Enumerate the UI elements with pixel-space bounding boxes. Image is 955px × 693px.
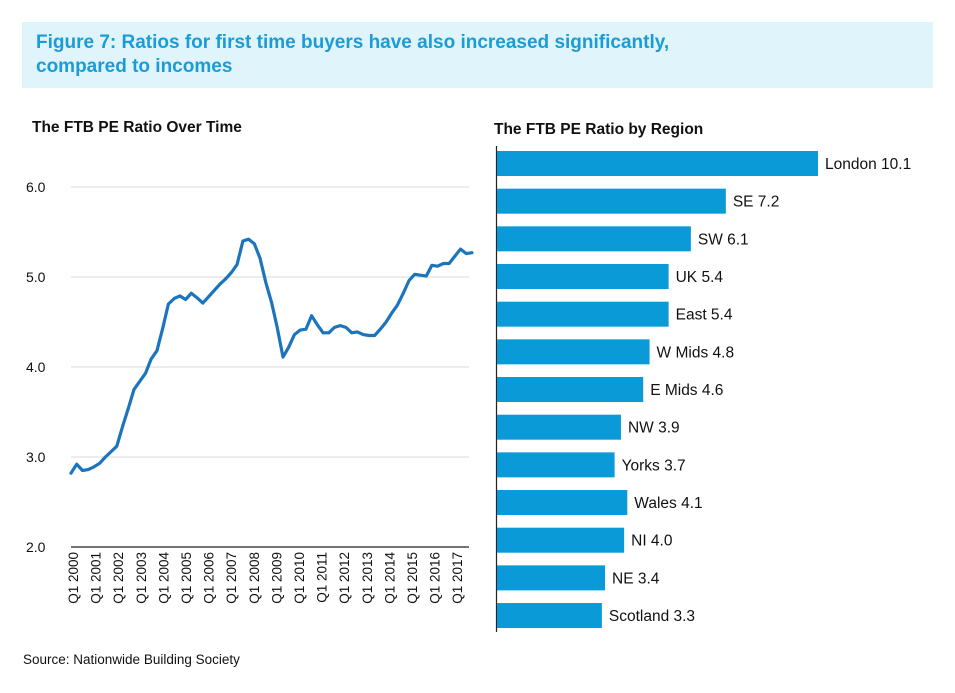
x-tick-label: Q1 2002 <box>111 552 126 604</box>
x-tick-label: Q1 2010 <box>292 552 307 604</box>
x-tick-label: Q1 2012 <box>337 552 352 604</box>
bar-london <box>497 151 818 176</box>
bar-ni <box>497 527 625 553</box>
bar-ne <box>497 565 606 591</box>
x-tick-label: Q1 2015 <box>405 552 420 604</box>
x-tick-label: Q1 2017 <box>450 552 465 604</box>
figure-title: Figure 7: Ratios for first time buyers h… <box>36 31 669 79</box>
x-tick-label: Q1 2008 <box>247 552 262 604</box>
bar-data-label: Yorks 3.7 <box>622 457 686 474</box>
x-tick-label: Q1 2013 <box>360 552 375 604</box>
x-tick-label: Q1 2000 <box>66 552 81 604</box>
x-tick-label: Q1 2001 <box>89 552 104 604</box>
bar-e-mids <box>497 377 644 403</box>
bar-nw <box>497 414 621 440</box>
x-tick-label: Q1 2004 <box>156 552 171 604</box>
bar-w-mids <box>497 339 650 365</box>
bar-data-label: NI 4.0 <box>631 533 673 550</box>
bar-data-label: SE 7.2 <box>733 194 780 211</box>
bar-data-label: NW 3.9 <box>628 420 680 437</box>
bar-scotland <box>497 603 602 629</box>
bar-wales <box>497 490 628 516</box>
bar-chart-title: The FTB PE Ratio by Region <box>494 121 704 138</box>
bar-yorks <box>497 452 615 478</box>
x-tick-label: Q1 2006 <box>202 552 217 604</box>
y-tick-label: 6.0 <box>26 179 46 195</box>
y-tick-label: 3.0 <box>26 449 46 465</box>
bar-data-label: SW 6.1 <box>698 231 749 248</box>
y-tick-label: 5.0 <box>26 269 46 285</box>
bar-data-label: W Mids 4.8 <box>657 344 735 361</box>
figure-title-line-1: Figure 7: Ratios for first time buyers h… <box>36 32 670 53</box>
bar-data-label: Wales 4.1 <box>634 495 702 512</box>
bar-data-label: London 10.1 <box>825 156 911 173</box>
bar-se <box>497 188 726 214</box>
x-tick-label: Q1 2003 <box>134 552 149 604</box>
bar-data-label: Scotland 3.3 <box>609 608 695 625</box>
line-chart: 2.0 3.0 4.0 5.0 6.0 Q1 2000 Q1 2001 Q1 2002 Q1 2… <box>26 179 474 604</box>
bar-data-label: NE 3.4 <box>612 570 660 587</box>
x-tick-label: Q1 2014 <box>382 552 397 604</box>
x-tick-label: Q1 2007 <box>224 552 239 604</box>
ftb-pe-ratio-line <box>69 237 474 475</box>
line-chart-title: The FTB PE Ratio Over Time <box>32 119 242 136</box>
bar-data-label: East 5.4 <box>676 307 733 324</box>
source-note: Source: Nationwide Building Society <box>23 652 240 667</box>
y-tick-label: 2.0 <box>26 539 46 555</box>
bar-sw <box>497 226 691 252</box>
bar-chart: London 10.1 SE 7.2 SW 6.1 UK 5.4 East 5.4 W M… <box>495 146 911 632</box>
x-tick-label: Q1 2011 <box>315 552 330 603</box>
x-tick-label: Q1 2016 <box>428 552 443 604</box>
bar-data-label: E Mids 4.6 <box>650 382 723 399</box>
bar-data-label: UK 5.4 <box>676 269 724 286</box>
bar-east <box>497 301 669 327</box>
figure-title-line-2: compared to incomes <box>36 56 233 77</box>
x-tick-label: Q1 2009 <box>269 552 284 604</box>
bar-uk <box>497 264 669 290</box>
x-tick-label: Q1 2005 <box>179 552 194 604</box>
y-tick-label: 4.0 <box>26 359 46 375</box>
figure-title-banner: Figure 7: Ratios for first time buyers h… <box>22 22 933 88</box>
